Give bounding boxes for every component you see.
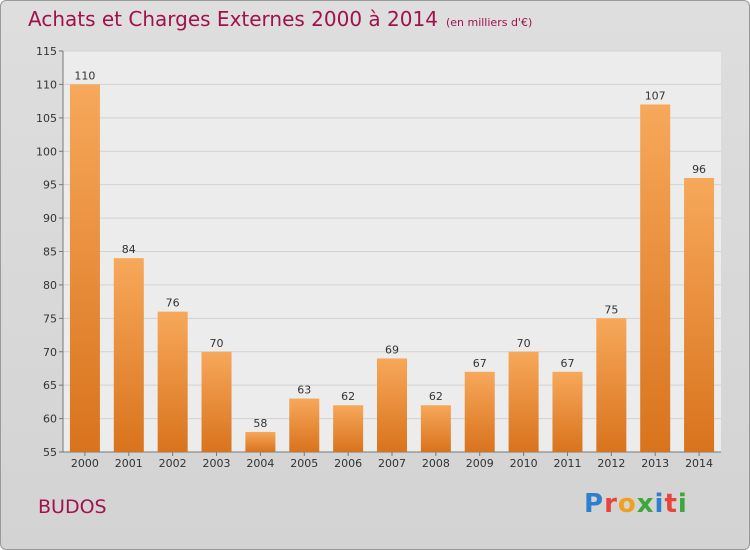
logo-letter: t (664, 489, 678, 519)
data-label-2007: 69 (385, 343, 399, 356)
data-label-2004: 58 (253, 417, 267, 430)
bar-2008 (420, 405, 451, 452)
bar-2014 (684, 177, 715, 452)
data-label-2011: 67 (560, 357, 574, 370)
chart-subtitle: (en milliers d'€) (445, 16, 533, 29)
data-label-2005: 63 (297, 384, 311, 397)
bar-2010 (508, 351, 539, 452)
data-label-2014: 96 (692, 163, 706, 176)
data-label-2012: 75 (604, 303, 618, 316)
y-tick-label: 65 (43, 379, 57, 392)
bar-2003 (201, 351, 232, 452)
bar-2009 (464, 371, 495, 452)
place-name: BUDOS (38, 496, 107, 518)
x-tick-label-2005: 2005 (290, 457, 318, 470)
logo-letter: P (584, 489, 605, 519)
logo-letter: i (677, 489, 688, 519)
x-tick-label-2014: 2014 (685, 457, 713, 470)
bar-2000 (69, 84, 100, 453)
logo-letter: o (617, 489, 637, 519)
x-tick-label-2010: 2010 (510, 457, 538, 470)
x-tick-label-2007: 2007 (378, 457, 406, 470)
data-label-2009: 67 (473, 357, 487, 370)
y-tick-label: 75 (43, 312, 57, 325)
x-tick-label-2013: 2013 (641, 457, 669, 470)
bar-2012 (596, 318, 627, 452)
proxiti-logo: Proxiti (584, 489, 688, 519)
bar-2011 (552, 371, 583, 452)
data-label-2002: 76 (166, 297, 180, 310)
x-tick-label-2006: 2006 (334, 457, 362, 470)
bar-2004 (245, 431, 276, 452)
bar-2002 (157, 311, 188, 452)
x-tick-label-2001: 2001 (115, 457, 143, 470)
chart-title: Achats et Charges Externes 2000 à 2014 (e… (28, 7, 532, 31)
y-tick-label: 90 (43, 212, 57, 225)
data-label-2010: 70 (517, 337, 531, 350)
x-tick-label-2003: 2003 (203, 457, 231, 470)
bar-2007 (377, 358, 407, 452)
bar-2006 (333, 405, 364, 452)
y-tick-label: 110 (36, 78, 57, 91)
y-tick-label: 115 (36, 45, 57, 58)
y-tick-label: 55 (43, 446, 57, 459)
chart-title-text: Achats et Charges Externes 2000 à 2014 (28, 7, 438, 31)
data-label-2001: 84 (122, 243, 136, 256)
y-tick-label: 100 (36, 145, 57, 158)
bar-2001 (113, 258, 144, 452)
y-tick-label: 95 (43, 179, 57, 192)
data-label-2013: 107 (645, 89, 666, 102)
logo-letter: x (636, 489, 655, 519)
x-tick-label-2011: 2011 (553, 457, 581, 470)
x-tick-label-2008: 2008 (422, 457, 450, 470)
bar-2005 (289, 398, 320, 452)
y-tick-label: 70 (43, 346, 57, 359)
data-label-2003: 70 (210, 337, 224, 350)
y-tick-label: 85 (43, 246, 57, 259)
logo-letter: i (654, 489, 665, 519)
data-label-2008: 62 (429, 390, 443, 403)
data-label-2006: 62 (341, 390, 355, 403)
data-label-2000: 110 (74, 69, 95, 82)
x-tick-label-2004: 2004 (246, 457, 274, 470)
y-tick-label: 105 (36, 112, 57, 125)
y-tick-label: 60 (43, 413, 57, 426)
x-tick-label-2000: 2000 (71, 457, 99, 470)
logo-letter: r (604, 489, 618, 519)
x-tick-label-2012: 2012 (597, 457, 625, 470)
y-tick-label: 80 (43, 279, 57, 292)
bar-2013 (640, 104, 671, 452)
x-tick-label-2009: 2009 (466, 457, 494, 470)
x-tick-label-2002: 2002 (159, 457, 187, 470)
